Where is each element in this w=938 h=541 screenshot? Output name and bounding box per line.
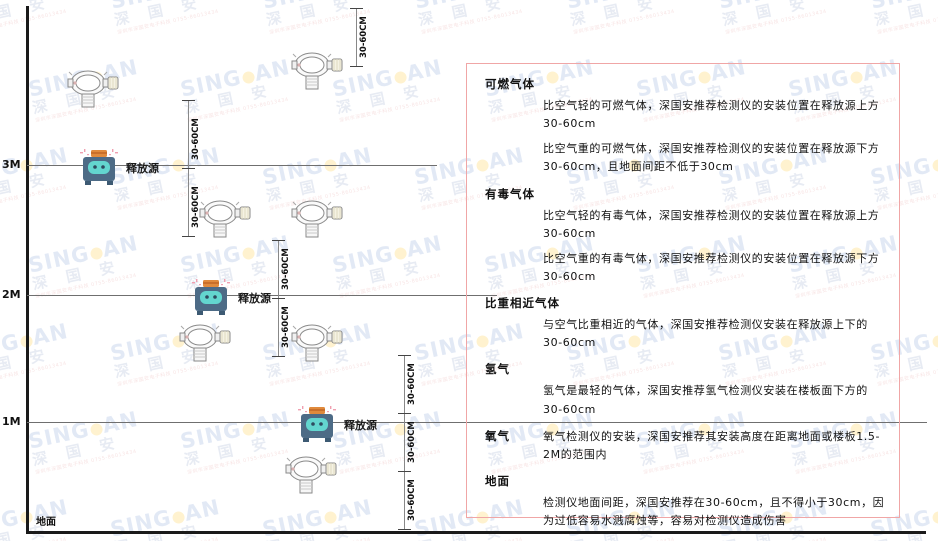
dimension-line — [404, 355, 405, 529]
dimension-tick — [182, 236, 195, 237]
release-source-label: 释放源 — [238, 292, 271, 305]
ground-label: 地面 — [36, 517, 56, 528]
dimension-stack-mid-right: 30-60CM 30-60CM — [272, 240, 312, 357]
panel-heading-ground: 地面 — [485, 473, 510, 488]
dimension-label: 30-60CM — [191, 118, 201, 160]
dimension-label: 30-60CM — [359, 16, 369, 58]
gas-detector-icon — [288, 320, 346, 368]
gridline-3m — [27, 165, 437, 166]
y-axis — [26, 6, 29, 534]
dimension-label: 30-60CM — [407, 421, 417, 463]
panel-section-oxygen: 氧气 氧气检测仪的安装，深国安推荐其安装高度在距离地面或楼板1.5-2M的范围内 — [485, 428, 885, 464]
panel-paragraph: 比空气重的有毒气体，深国安推荐检测仪的安装位置在释放源下方30-60cm — [543, 251, 880, 283]
panel-heading-toxic: 有毒气体 — [485, 186, 535, 201]
gridline-2m — [27, 295, 497, 296]
release-source-label: 释放源 — [344, 419, 377, 432]
axis-label-2m: 2M — [2, 288, 21, 301]
dimension-tick — [272, 298, 285, 299]
dimension-label: 30-60CM — [281, 248, 291, 290]
gas-detector-icon — [282, 452, 340, 500]
gas-detector-icon — [288, 196, 346, 244]
dimension-tick — [398, 355, 411, 356]
dimension-tick — [272, 356, 285, 357]
dimension-stack-top-center: 30-60CM — [350, 8, 390, 67]
gas-detector-icon — [196, 196, 254, 244]
dimension-tick — [272, 240, 285, 241]
panel-heading-combustible: 可燃气体 — [485, 77, 535, 91]
x-axis-ground — [26, 531, 926, 534]
gas-detector-icon — [176, 320, 234, 368]
dimension-tick — [350, 66, 363, 67]
dimension-tick — [398, 471, 411, 472]
panel-heading: 氧气 — [485, 428, 510, 443]
dimension-tick — [350, 8, 363, 9]
panel-paragraph: 比空气轻的有毒气体，深国安推荐检测仪的安装位置在释放源上方30-60cm — [543, 208, 880, 240]
panel-paragraph: 比空气重的可燃气体，深国安推荐检测仪的安装位置在释放源下方30-60cm，且地面… — [543, 142, 880, 174]
release-source-icon — [78, 148, 120, 190]
release-source-label: 释放源 — [126, 162, 159, 175]
axis-label-1m: 1M — [2, 415, 21, 428]
panel-paragraph: 比空气轻的可燃气体，深国安推荐检测仪的安装位置在释放源上方30-60cm — [543, 99, 880, 131]
panel-heading-hydrogen: 氢气 — [485, 362, 510, 377]
dimension-label: 30-60CM — [407, 363, 417, 405]
dimension-tick — [182, 168, 195, 169]
release-source-icon — [296, 405, 338, 447]
release-source-icon — [190, 278, 232, 320]
gas-detector-icon — [64, 66, 122, 114]
axis-label-3m: 3M — [2, 158, 21, 171]
panel-heading-similar-density: 比重相近气体 — [485, 296, 560, 311]
dimension-label: 30-60CM — [407, 479, 417, 521]
gas-detector-icon — [288, 48, 346, 96]
dimension-tick — [398, 413, 411, 414]
panel-paragraph: 检测仪地面间距，深国安推荐在30-60cm，且不得小于30cm，因为过低容易水溅… — [543, 495, 885, 528]
dimension-stack-lower-far-right: 30-60CM 30-60CM 30-60CM — [398, 355, 438, 530]
dimension-stack-upper-left: 30-60CM 30-60CM — [182, 100, 222, 237]
info-panel: 可燃气体 比空气轻的可燃气体，深国安推荐检测仪的安装位置在释放源上方30-60cm… — [466, 63, 900, 527]
panel-paragraph: 氢气是最轻的气体，深国安推荐氢气检测仪安装在楼板面下方的30-60cm — [543, 384, 868, 416]
dimension-tick — [398, 529, 411, 530]
panel-paragraph: 氧气检测仪的安装，深国安推荐其安装高度在距离地面或楼板1.5-2M的范围内 — [543, 429, 881, 461]
gridline-1m — [27, 422, 927, 423]
panel-paragraph: 与空气比重相近的气体，深国安推荐检测仪安装在释放源上下的30-60cm — [543, 318, 868, 350]
dimension-line — [356, 8, 357, 66]
dimension-tick — [182, 100, 195, 101]
